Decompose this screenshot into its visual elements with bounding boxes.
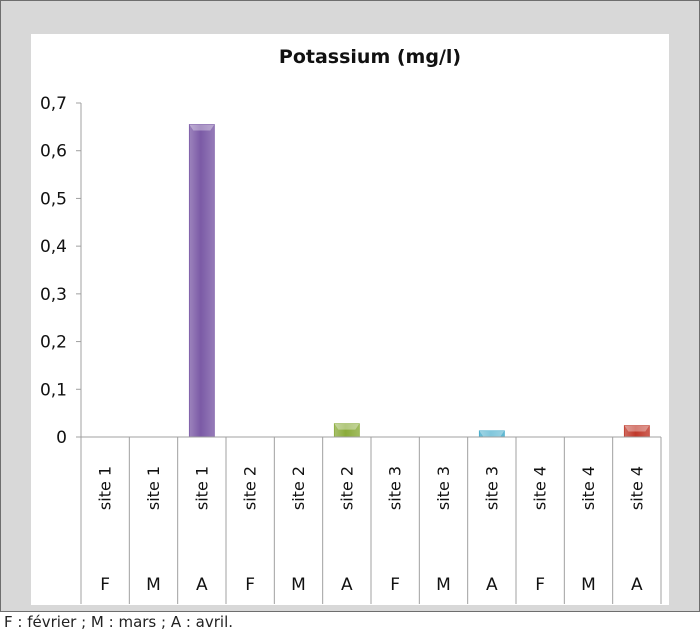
category-month-label: A xyxy=(486,575,498,595)
bar xyxy=(188,124,215,438)
chart-area: Potassium (mg/l) 0 0,1 0,2 0,3 0,4 0,5 0,6 0,7 … xyxy=(31,34,669,605)
category-month-label: M xyxy=(291,575,306,595)
category-month-label: F xyxy=(245,575,255,595)
y-tick-label: 0,6 xyxy=(40,142,67,162)
category-site-label: site 4 xyxy=(627,466,646,510)
category-site-label: site 2 xyxy=(289,466,308,510)
y-tick-label: 0,5 xyxy=(40,189,67,209)
y-tick-label: 0 xyxy=(56,428,67,448)
category-month-label: M xyxy=(436,575,451,595)
chart-title: Potassium (mg/l) xyxy=(279,46,461,68)
category-month-label: F xyxy=(390,575,400,595)
category-site-label: site 2 xyxy=(241,466,260,510)
category-site-label: site 1 xyxy=(96,466,115,510)
chart-frame: Potassium (mg/l) 0 0,1 0,2 0,3 0,4 0,5 0,6 0,7 … xyxy=(0,0,700,612)
category-site-label: site 4 xyxy=(531,466,550,510)
bar-bevel xyxy=(189,124,215,131)
category-month-label: M xyxy=(146,575,161,595)
y-tick-label: 0,3 xyxy=(40,285,67,305)
category-month-label: A xyxy=(631,575,643,595)
bars xyxy=(188,124,650,438)
category-site-label: site 1 xyxy=(192,466,211,510)
category-site-label: site 3 xyxy=(482,466,501,510)
category-month-label: F xyxy=(100,575,110,595)
category-month-label: A xyxy=(341,575,353,595)
y-tick-label: 0,2 xyxy=(40,333,67,353)
category-site-label: site 4 xyxy=(579,466,598,510)
bar-bevel xyxy=(479,430,505,437)
category-month-label: F xyxy=(535,575,545,595)
y-axis: 0 0,1 0,2 0,3 0,4 0,5 0,6 0,7 xyxy=(40,94,82,448)
category-site-label: site 3 xyxy=(434,466,453,510)
category-site-label: site 2 xyxy=(337,466,356,510)
y-tick-label: 0,4 xyxy=(40,237,67,257)
category-month-label: A xyxy=(196,575,208,595)
y-tick-label: 0,7 xyxy=(40,94,67,114)
bar-bevel xyxy=(624,425,650,432)
category-site-label: site 1 xyxy=(144,466,163,510)
bar-bevel xyxy=(334,423,360,430)
category-site-label: site 3 xyxy=(386,466,405,510)
category-month-label: M xyxy=(581,575,596,595)
bar-chart: Potassium (mg/l) 00,10,20,30,40,50,60,7 … xyxy=(40,46,662,604)
y-tick-label: 0,1 xyxy=(40,380,67,400)
footnote: F : février ; M : mars ; A : avril. xyxy=(4,613,234,631)
